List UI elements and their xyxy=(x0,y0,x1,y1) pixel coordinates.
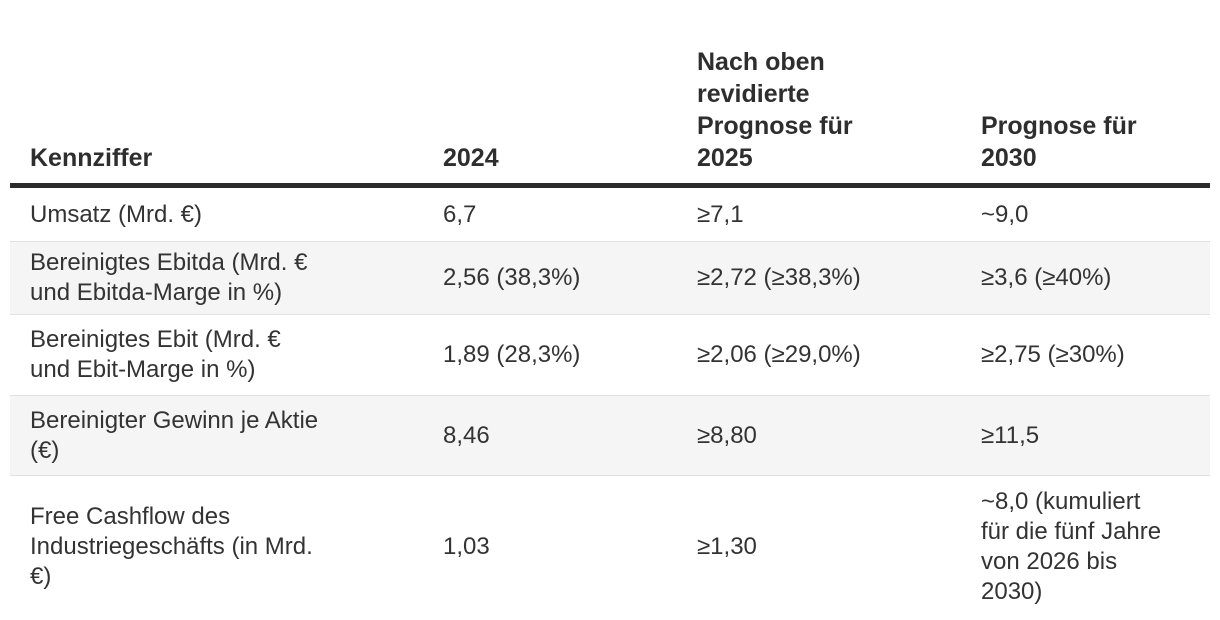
col-header-prognose-2025: Nach oben revidierte Prognose für 2025 xyxy=(697,0,981,188)
col-header-kennziffer: Kennziffer xyxy=(10,0,443,188)
value-2024: 6,7 xyxy=(443,200,477,228)
table-row-ebit: Bereinigtes Ebit (Mrd. € und Ebit-Marge … xyxy=(10,314,1210,396)
table-header: Kennziffer 2024 Nach oben revidierte Pro… xyxy=(10,0,1210,188)
value-prognose-2030: ≥3,6 (≥40%) xyxy=(981,264,1112,291)
value-2024: 2,56 (38,3%) xyxy=(443,264,581,291)
metric-label: Umsatz (Mrd. €) xyxy=(30,200,203,228)
value-prognose-2025: ≥2,72 (≥38,3%) xyxy=(697,264,861,291)
table-row-umsatz: Umsatz (Mrd. €) 6,7 ≥7,1 ~9,0 xyxy=(10,185,1210,242)
value-prognose-2030: ~8,0 (kumuliert für die fünf Jahre von 2… xyxy=(981,487,1162,605)
value-prognose-2025: ≥2,06 (≥29,0%) xyxy=(697,341,861,368)
kpi-table: Kennziffer 2024 Nach oben revidierte Pro… xyxy=(10,0,1210,618)
value-2024: 8,46 xyxy=(443,421,490,449)
col-header-prognose-2030: Prognose für 2030 xyxy=(981,0,1210,188)
metric-label: Bereinigtes Ebitda (Mrd. € und Ebitda-Ma… xyxy=(30,249,308,306)
metric-label: Free Cashflow des Industriegeschäfts (in… xyxy=(30,502,313,590)
table-row-gewinn-je-aktie: Bereinigter Gewinn je Aktie (€) 8,46 ≥8,… xyxy=(10,395,1210,476)
header-row: Kennziffer 2024 Nach oben revidierte Pro… xyxy=(10,0,1210,188)
value-2024: 1,89 (28,3%) xyxy=(443,341,581,368)
metric-label: Bereinigtes Ebit (Mrd. € und Ebit-Marge … xyxy=(30,326,281,383)
table-row-free-cashflow: Free Cashflow des Industriegeschäfts (in… xyxy=(10,475,1210,618)
value-prognose-2030: ~9,0 xyxy=(981,200,1029,228)
value-prognose-2030: ≥11,5 xyxy=(981,421,1040,449)
table-body: Umsatz (Mrd. €) 6,7 ≥7,1 ~9,0 Bereinigte… xyxy=(10,185,1210,618)
table-row-ebitda: Bereinigtes Ebitda (Mrd. € und Ebitda-Ma… xyxy=(10,241,1210,315)
col-header-2024: 2024 xyxy=(443,0,697,188)
value-2024: 1,03 xyxy=(443,532,490,560)
value-prognose-2025: ≥1,30 xyxy=(697,532,757,560)
value-prognose-2025: ≥7,1 xyxy=(697,200,744,228)
value-prognose-2030: ≥2,75 (≥30%) xyxy=(981,341,1125,368)
metric-label: Bereinigter Gewinn je Aktie (€) xyxy=(30,406,319,464)
value-prognose-2025: ≥8,80 xyxy=(697,421,757,449)
